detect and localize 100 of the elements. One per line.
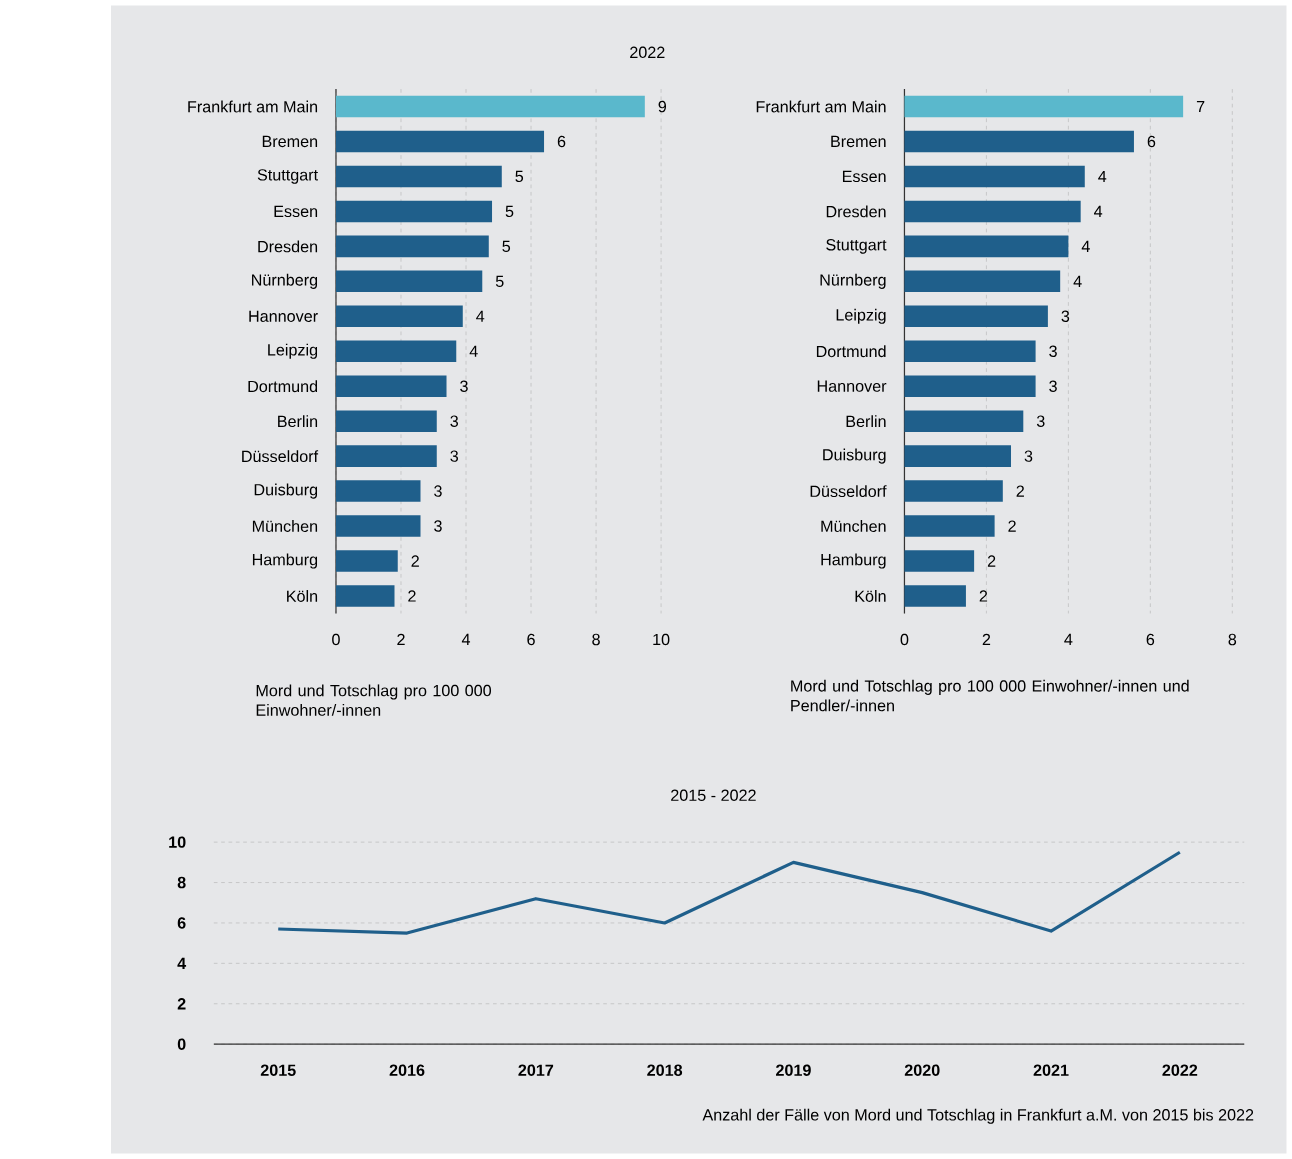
data-label: 2 — [979, 590, 988, 602]
y-tick-label: Leipzig — [268, 343, 318, 359]
y-tick-label: Hamburg — [821, 553, 886, 569]
x-tick-label: 2021 — [1033, 1064, 1069, 1076]
y-tick-label: Köln — [855, 590, 886, 602]
x-axis-title: Mord und Totschlag pro 100 000 Einwohner/-innen — [256, 684, 492, 716]
data-label: 3 — [1049, 345, 1057, 357]
x-tick-label: 4 — [1064, 633, 1073, 645]
data-label: 4 — [469, 345, 478, 357]
data-label: 7 — [1196, 101, 1205, 113]
data-label: 3 — [450, 415, 459, 427]
bar — [335, 410, 437, 432]
data-label: 3 — [450, 450, 459, 462]
y-tick-label: 2 — [177, 998, 186, 1010]
y-tick-label: Dortmund — [816, 345, 886, 358]
bar — [335, 200, 493, 223]
y-tick-label: Dresden — [258, 240, 318, 253]
y-tick-label: München — [252, 520, 318, 532]
bar — [335, 550, 398, 572]
bar — [335, 165, 502, 188]
bar — [904, 305, 1048, 328]
bar — [335, 585, 395, 607]
data-label: 3 — [1024, 450, 1033, 462]
x-axis-title: Mord und Totschlag pro 100 000 Einwohner/-innen und Pendler/-innen — [791, 679, 1189, 712]
bar — [335, 340, 457, 363]
x-tick-label: 2 — [982, 633, 991, 646]
data-label: 2 — [411, 555, 419, 567]
y-tick-label: Frankfurt am Main — [188, 100, 318, 113]
y-tick-label: Berlin — [846, 415, 886, 428]
data-label: 3 — [1036, 415, 1045, 427]
chart-title: 2022 — [630, 46, 665, 59]
y-tick-label: Essen — [842, 170, 886, 183]
y-tick-label: Dresden — [826, 205, 886, 218]
data-label: 5 — [505, 205, 514, 218]
bar — [904, 445, 1012, 467]
bar — [335, 375, 447, 398]
text: Anzahl der Fälle von Mord und Totschlag in Frankfurt a.M. von 2015 bis 2022 — [702, 1108, 1254, 1124]
y-tick-label: Düsseldorf — [810, 485, 887, 498]
bar — [904, 200, 1081, 223]
x-tick-label: 8 — [592, 633, 600, 646]
y-tick-label: 4 — [177, 957, 187, 969]
y-tick-label: Leipzig — [836, 308, 886, 324]
y-tick-label: Hamburg — [252, 553, 318, 569]
data-label: 4 — [1098, 170, 1107, 183]
y-tick-label: Dortmund — [248, 380, 318, 393]
data-label: 2 — [1016, 485, 1024, 497]
y-tick-label: 10 — [169, 836, 186, 848]
y-tick-label: Essen — [274, 205, 318, 218]
data-label: 5 — [495, 275, 504, 287]
x-tick-label: 8 — [1228, 633, 1237, 646]
y-tick-label: Bremen — [262, 135, 318, 148]
bar — [335, 235, 489, 258]
data-label: 3 — [1061, 310, 1070, 323]
bar — [904, 410, 1024, 432]
bar — [904, 95, 1184, 118]
y-tick-label: Nürnberg — [252, 273, 318, 289]
x-tick-label: 2019 — [776, 1064, 811, 1076]
y-tick-label: Hannover — [249, 310, 318, 322]
y-tick-label: 6 — [177, 917, 186, 929]
y-tick-label: Stuttgart — [826, 239, 887, 254]
data-label: 4 — [1081, 240, 1090, 252]
data-label: 2 — [1008, 520, 1016, 532]
bar — [904, 375, 1036, 398]
y-tick-label: Köln — [287, 590, 318, 602]
y-tick-label: Hannover — [817, 380, 887, 392]
data-label: 2 — [408, 590, 416, 602]
y-tick-label: München — [821, 520, 886, 532]
bar — [904, 270, 1061, 293]
x-tick-label: 2016 — [389, 1064, 425, 1076]
y-tick-label: Düsseldorf — [242, 450, 319, 463]
x-tick-label: 2020 — [904, 1064, 940, 1076]
bar — [335, 305, 463, 328]
y-tick-label: 8 — [177, 876, 186, 889]
bar — [904, 480, 1003, 502]
data-label: 5 — [502, 240, 511, 253]
x-tick-label: 4 — [461, 633, 471, 645]
data-label: 4 — [1073, 275, 1082, 287]
x-tick-label: 0 — [900, 633, 909, 646]
x-tick-label: 2017 — [518, 1064, 554, 1076]
x-tick-label: 2022 — [1162, 1064, 1198, 1076]
bar — [904, 515, 995, 537]
bar — [335, 130, 545, 153]
y-tick-label: 0 — [177, 1038, 186, 1050]
line-series — [276, 850, 1182, 935]
data-label: 3 — [460, 380, 468, 392]
bar — [335, 515, 421, 537]
bar — [335, 95, 645, 118]
y-tick-label: Frankfurt am Main — [756, 100, 886, 113]
data-label: 3 — [434, 485, 442, 497]
data-label: 4 — [1094, 205, 1103, 217]
bar — [335, 480, 421, 502]
bar — [904, 165, 1085, 188]
bar — [904, 130, 1134, 153]
x-tick-label: 2015 — [260, 1064, 296, 1076]
bar — [904, 585, 966, 607]
data-label: 3 — [1049, 380, 1057, 392]
x-tick-label: 10 — [653, 633, 670, 646]
x-tick-label: 2 — [397, 633, 405, 646]
bar — [335, 445, 437, 467]
data-label: 4 — [476, 310, 485, 322]
